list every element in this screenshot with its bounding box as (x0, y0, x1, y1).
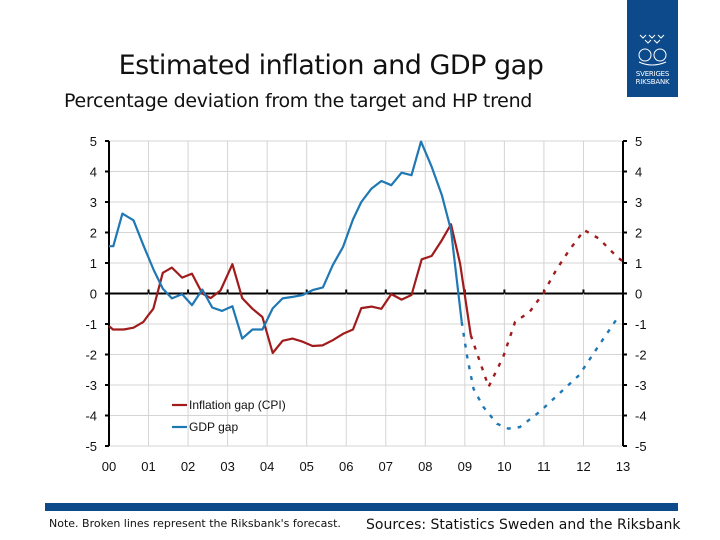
y-tick-label-right: 0 (635, 287, 642, 302)
legend-label-inflation: Inflation gap (CPI) (189, 398, 286, 412)
footer-bar (45, 503, 678, 511)
y-tick-label-right: 3 (635, 195, 642, 210)
x-tick-label: 11 (537, 459, 551, 474)
legend-label-gdp: GDP gap (189, 420, 238, 434)
footer-note: Note. Broken lines represent the Riksban… (49, 517, 341, 530)
x-tick-label: 08 (418, 459, 432, 474)
logo-text: SVERIGES RIKSBANK (635, 70, 670, 86)
gdp-forecast-line (460, 317, 619, 430)
x-tick-label: 07 (379, 459, 393, 474)
x-tick-label: 03 (220, 459, 234, 474)
y-tick-label-right: 4 (635, 165, 642, 180)
x-tick-label: 13 (616, 459, 630, 474)
x-tick-label: 12 (576, 459, 590, 474)
y-tick-label-right: -3 (635, 378, 647, 393)
y-tick-label-left: -4 (85, 409, 97, 424)
y-tick-label-right: -4 (635, 409, 647, 424)
crown-emblem-icon (638, 34, 667, 66)
y-tick-label-left: 5 (90, 134, 97, 149)
y-tick-label-left: 3 (90, 195, 97, 210)
x-tick-label: 09 (458, 459, 472, 474)
x-tick-label: 10 (497, 459, 511, 474)
y-tick-label-right: -5 (635, 439, 647, 454)
x-tick-label: 02 (181, 459, 195, 474)
chart: 5 54 43 32 21 10 0-1 -1-2 -2-3 -3-4 -4-5 -500 01 02 03… (85, 134, 647, 474)
y-tick-label-left: -1 (85, 317, 97, 332)
x-tick-label: 04 (260, 459, 274, 474)
y-tick-label-right: 5 (635, 134, 642, 149)
y-tick-label-left: 2 (90, 226, 97, 241)
y-tick-label-left: 1 (90, 256, 97, 271)
y-tick-label-left: 4 (90, 165, 97, 180)
x-tick-label: 01 (141, 459, 155, 474)
y-tick-label-left: -5 (85, 439, 97, 454)
y-tick-label-right: -2 (635, 348, 647, 363)
gdp-actual-line (109, 140, 463, 340)
y-tick-label-left: -3 (85, 378, 97, 393)
y-tick-label-right: 2 (635, 226, 642, 241)
y-tick-label-right: -1 (635, 317, 647, 332)
x-tick-label: 00 (102, 459, 116, 474)
y-tick-label-left: 0 (90, 287, 97, 302)
inflation-forecast-line (469, 228, 624, 390)
riksbank-logo: SVERIGES RIKSBANK (627, 0, 678, 97)
slide-subtitle: Percentage deviation from the target and… (64, 90, 533, 112)
legend: Inflation gap (CPI) GDP gap (172, 398, 286, 434)
footer-sources: Sources: Statistics Sweden and the Riksb… (366, 517, 681, 533)
y-tick-label-right: 1 (635, 256, 642, 271)
inflation-actual-line (108, 223, 472, 355)
x-tick-label: 06 (339, 459, 353, 474)
slide-title: Estimated inflation and GDP gap (118, 50, 544, 81)
y-tick-label-left: -2 (85, 348, 97, 363)
x-tick-label: 05 (299, 459, 313, 474)
